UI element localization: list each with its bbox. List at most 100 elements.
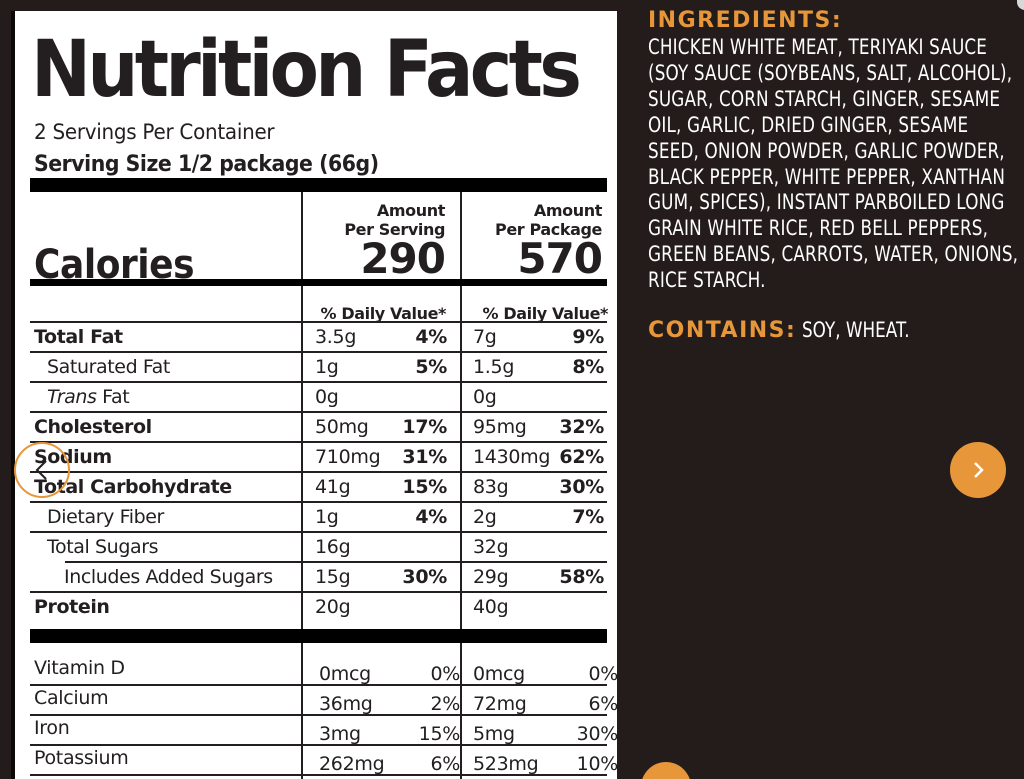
per-package-label: Per Package bbox=[495, 220, 602, 239]
row-divider bbox=[30, 441, 607, 443]
row-divider bbox=[30, 321, 607, 323]
daily-value-header-serving: % Daily Value* bbox=[320, 304, 447, 323]
package-amount: 40g bbox=[473, 596, 509, 618]
column-header-per-package: Amount Per Package 570 bbox=[464, 201, 603, 283]
nutrient-row-trans-fat: Trans Fat 0g 0g bbox=[30, 383, 607, 413]
serving-amount: 3.5g bbox=[315, 326, 357, 348]
vitamin-row-vitamin-d: Vitamin D 0mcg 0% 0mcg 0% bbox=[30, 656, 618, 686]
vitamin-name: Potassium bbox=[34, 747, 129, 769]
serving-dv: 4% bbox=[415, 506, 447, 528]
serving-amount: 3mg bbox=[319, 723, 361, 745]
package-amount: 83g bbox=[473, 476, 509, 498]
nutrient-row-total-sugars: Total Sugars 16g 32g bbox=[30, 533, 607, 563]
thick-divider bbox=[30, 629, 607, 643]
row-divider bbox=[30, 381, 607, 383]
ingredients-line: GREEN BEANS, CARROTS, WATER, ONIONS, bbox=[648, 242, 1019, 267]
serving-amount: 15g bbox=[315, 566, 351, 588]
ingredients-line: (SOY SAUCE (SOYBEANS, SALT, ALCOHOL), bbox=[648, 60, 1013, 85]
ingredients-line: BLACK PEPPER, WHITE PEPPER, XANTHAN bbox=[648, 164, 1006, 189]
package-dv: 62% bbox=[559, 446, 604, 468]
thick-divider bbox=[30, 178, 607, 192]
serving-amount: 710mg bbox=[315, 446, 381, 468]
package-dv: 30% bbox=[559, 476, 604, 498]
package-dv: 9% bbox=[572, 326, 604, 348]
serving-dv: 15% bbox=[402, 476, 447, 498]
nutrient-name: Saturated Fat bbox=[47, 356, 170, 378]
nutrient-name: Total Fat bbox=[34, 326, 123, 348]
vitamin-name: Calcium bbox=[34, 687, 109, 709]
package-dv: 58% bbox=[559, 566, 604, 588]
calories-per-package: 570 bbox=[517, 234, 603, 283]
row-divider bbox=[65, 561, 607, 563]
amount-label: Amount bbox=[533, 201, 602, 220]
nutrient-row-added-sugars: Includes Added Sugars 15g 30% 29g 58% bbox=[30, 563, 607, 593]
serving-dv: 5% bbox=[415, 356, 447, 378]
package-amount: 0g bbox=[473, 386, 497, 408]
carousel-dot-button[interactable] bbox=[641, 762, 691, 779]
allergen-statement: CONTAINS: SOY, WHEAT. bbox=[648, 318, 937, 343]
nutrient-name: Trans Fat bbox=[47, 386, 130, 408]
nutrition-label: Nutrition Facts 2 Servings Per Container… bbox=[11, 11, 618, 779]
serving-amount: 41g bbox=[315, 476, 351, 498]
serving-amount: 16g bbox=[315, 536, 351, 558]
nutrient-name: Total Carbohydrate bbox=[34, 476, 232, 498]
package-dv: 32% bbox=[559, 416, 604, 438]
contains-value: SOY, WHEAT. bbox=[802, 318, 910, 342]
carousel-prev-button[interactable] bbox=[14, 442, 70, 498]
serving-amount: 50mg bbox=[315, 416, 369, 438]
row-divider bbox=[30, 411, 607, 413]
nutrient-name: Protein bbox=[34, 596, 110, 618]
package-amount: 7g bbox=[473, 326, 497, 348]
nutrient-row-cholesterol: Cholesterol 50mg 17% 95mg 32% bbox=[30, 413, 607, 443]
serving-amount: 0g bbox=[315, 386, 339, 408]
medium-divider bbox=[30, 279, 607, 286]
serving-amount: 262mg bbox=[319, 753, 385, 775]
serving-amount: 1g bbox=[315, 356, 339, 378]
nutrient-row-saturated-fat: Saturated Fat 1g 5% 1.5g 8% bbox=[30, 353, 607, 383]
chevron-right-icon bbox=[974, 462, 984, 478]
serving-amount: 20g bbox=[315, 596, 351, 618]
ingredients-line: SUGAR, CORN STARCH, GINGER, SESAME bbox=[648, 86, 1001, 111]
carousel-next-button[interactable] bbox=[950, 442, 1006, 498]
package-amount: 523mg bbox=[473, 753, 539, 775]
nutrient-row-protein: Protein 20g 40g bbox=[30, 593, 607, 623]
package-dv: 10% bbox=[576, 753, 619, 775]
serving-amount: 1g bbox=[315, 506, 339, 528]
row-divider bbox=[30, 531, 607, 533]
package-dv: 8% bbox=[572, 356, 604, 378]
ingredients-title: INGREDIENTS: bbox=[648, 8, 843, 33]
serving-dv: 17% bbox=[402, 416, 447, 438]
serving-dv: 0% bbox=[430, 663, 460, 685]
nutrient-name: Dietary Fiber bbox=[47, 506, 164, 528]
ingredients-text: CHICKEN WHITE MEAT, TERIYAKI SAUCE (SOY … bbox=[648, 35, 1024, 294]
scrollbar-corner[interactable] bbox=[1017, 0, 1024, 10]
ingredients-line: RICE STARCH. bbox=[648, 268, 766, 293]
package-amount: 1.5g bbox=[473, 356, 515, 378]
package-dv: 6% bbox=[588, 693, 618, 715]
vitamin-row-iron: Iron 3mg 15% 5mg 30% bbox=[30, 716, 618, 746]
serving-size: Serving Size 1/2 package (66g) bbox=[34, 152, 379, 177]
chevron-left-icon bbox=[35, 460, 47, 480]
fat-suffix: Fat bbox=[96, 386, 130, 408]
row-divider bbox=[30, 591, 607, 593]
serving-dv: 31% bbox=[402, 446, 447, 468]
vitamin-row-potassium: Potassium 262mg 6% 523mg 10% bbox=[30, 746, 618, 776]
nutrient-row-total-fat: Total Fat 3.5g 4% 7g 9% bbox=[30, 323, 607, 353]
package-dv: 30% bbox=[576, 723, 619, 745]
row-divider bbox=[30, 471, 607, 473]
ingredients-line: CHICKEN WHITE MEAT, TERIYAKI SAUCE bbox=[648, 35, 988, 59]
amount-label: Amount bbox=[376, 201, 445, 220]
serving-dv: 2% bbox=[430, 693, 460, 715]
contains-label: CONTAINS: bbox=[648, 318, 797, 343]
package-dv: 0% bbox=[588, 663, 618, 685]
serving-amount: 36mg bbox=[319, 693, 373, 715]
nutrient-row-dietary-fiber: Dietary Fiber 1g 4% 2g 7% bbox=[30, 503, 607, 533]
column-header-per-serving: Amount Per Serving 290 bbox=[305, 201, 446, 280]
nutrient-name: Cholesterol bbox=[34, 416, 152, 438]
ingredients-line: SEED, ONION POWDER, GARLIC POWDER, bbox=[648, 138, 1005, 163]
vitamin-row-calcium: Calcium 36mg 2% 72mg 6% bbox=[30, 686, 618, 716]
servings-per-container: 2 Servings Per Container bbox=[34, 120, 275, 144]
nutrient-row-sodium: Sodium 710mg 31% 1430mg 62% bbox=[30, 443, 607, 473]
package-amount: 72mg bbox=[473, 693, 527, 715]
nutrient-name: Total Sugars bbox=[47, 536, 159, 558]
